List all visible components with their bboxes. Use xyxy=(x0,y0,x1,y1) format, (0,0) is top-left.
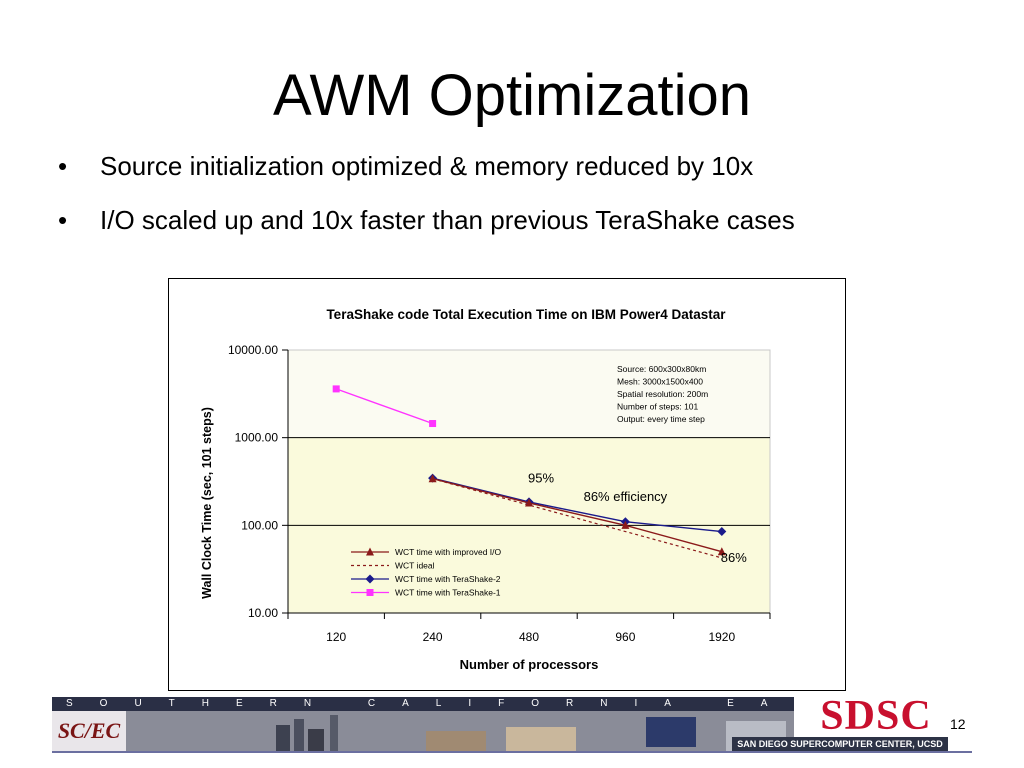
bullet-text: I/O scaled up and 10x faster than previo… xyxy=(100,205,795,235)
bullet-item: • Source initialization optimized & memo… xyxy=(58,148,795,184)
info-box-line: Source: 600x300x80km xyxy=(617,364,706,374)
bullet-text: Source initialization optimized & memory… xyxy=(100,151,754,181)
footer-scene-image xyxy=(126,711,794,751)
x-tick-label: 960 xyxy=(615,630,635,644)
info-box-line: Output: every time step xyxy=(617,414,705,424)
data-point xyxy=(717,527,727,537)
y-axis-label: Wall Clock Time (sec, 101 steps) xyxy=(200,407,214,599)
chart-title: TeraShake code Total Execution Time on I… xyxy=(326,307,726,322)
footer-divider xyxy=(52,751,972,753)
sdsc-subtitle: SAN DIEGO SUPERCOMPUTER CENTER, UCSD xyxy=(732,737,948,751)
legend-marker xyxy=(366,547,374,556)
series-line xyxy=(432,478,722,559)
x-axis-label: Number of processors xyxy=(460,657,599,672)
legend-label: WCT time with TeraShake-2 xyxy=(395,574,501,584)
y-tick-label: 10.00 xyxy=(248,606,278,620)
info-box-line: Mesh: 3000x1500x400 xyxy=(617,377,703,387)
chart-frame: TeraShake code Total Execution Time on I… xyxy=(168,278,846,691)
y-tick-label: 1000.00 xyxy=(235,431,279,445)
data-annotation: 86% efficiency xyxy=(584,489,668,504)
slide-title: AWM Optimization xyxy=(272,63,752,128)
data-annotation: 86% xyxy=(721,550,747,565)
chart-legend: WCT time with improved I/O WCT ideal WCT t… xyxy=(351,547,502,598)
chart: TeraShake code Total Execution Time on I… xyxy=(200,307,771,672)
data-point xyxy=(428,474,437,483)
data-annotation: 95% xyxy=(528,470,554,485)
info-box-line: Spatial resolution: 200m xyxy=(617,389,708,399)
bullet-symbol: • xyxy=(58,205,68,235)
data-point xyxy=(717,547,726,556)
y-tick-label: 10000.00 xyxy=(228,343,278,357)
series-line xyxy=(432,477,722,533)
footer-banner: SOUTHERN CALIFORNIA EARTHQUAKE CENTER SC… xyxy=(52,697,794,751)
legend-label: WCT time with TeraShake-1 xyxy=(395,588,501,598)
series-line xyxy=(432,478,722,553)
x-tick-label: 120 xyxy=(326,630,346,644)
footer-banner-text: SOUTHERN CALIFORNIA EARTHQUAKE CENTER xyxy=(52,697,794,711)
plot-band xyxy=(288,350,770,438)
x-tick-label: 480 xyxy=(519,630,539,644)
sdsc-logo: SDSC xyxy=(820,693,932,739)
legend-label: WCT ideal xyxy=(395,561,435,571)
legend-marker xyxy=(366,589,374,596)
data-point xyxy=(621,520,630,529)
page-number: 12 xyxy=(950,716,966,732)
legend-label: WCT time with improved I/O xyxy=(395,547,502,557)
bullet-symbol: • xyxy=(58,151,68,181)
data-point xyxy=(332,385,340,393)
y-tick-label: 100.00 xyxy=(241,518,278,532)
bullet-list: • Source initialization optimized & memo… xyxy=(58,148,795,256)
x-tick-label: 240 xyxy=(423,630,443,644)
bullet-item: • I/O scaled up and 10x faster than prev… xyxy=(58,202,795,238)
info-box-line: Number of steps: 101 xyxy=(617,402,699,412)
x-tick-label: 1920 xyxy=(708,630,735,644)
data-point xyxy=(525,498,533,507)
scec-logo: SC/EC xyxy=(52,711,126,751)
legend-marker xyxy=(365,574,375,584)
plot-area: 10000.00 1000.00 100.00 10.00 120 240 480 960 19… xyxy=(228,343,771,644)
data-point xyxy=(429,420,437,428)
series-line xyxy=(335,388,433,425)
